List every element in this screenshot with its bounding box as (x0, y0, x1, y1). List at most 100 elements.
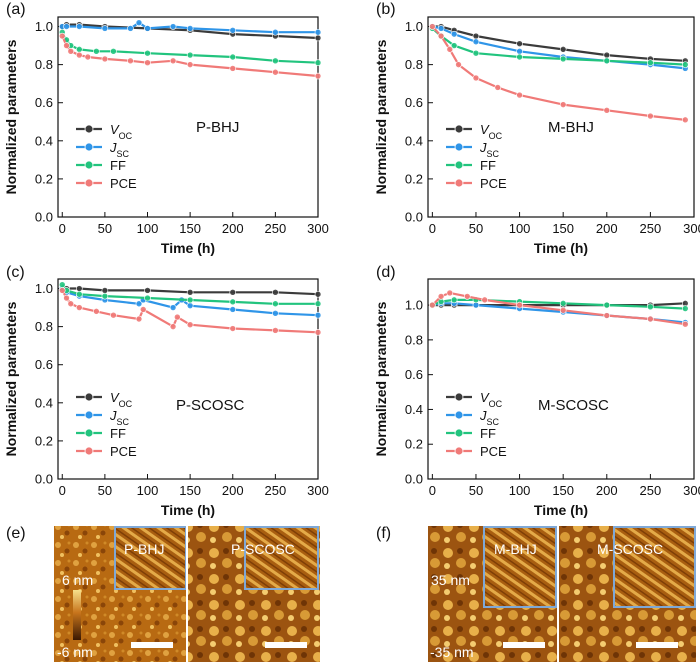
y-tick-label: 0.8 (35, 319, 53, 334)
data-point-pce (58, 32, 66, 40)
data-point-pce (603, 312, 611, 319)
data-point-ff (272, 57, 279, 65)
legend-label-pce: PCE (480, 176, 507, 191)
afm-inset-m-scosc (613, 526, 696, 608)
panel-f: (f) M-BHJ M-SCOSC 35 nm -35 nm (376, 525, 696, 662)
data-point-jsc (272, 28, 279, 36)
data-point-ff (681, 61, 689, 68)
legend-label-voc: VOC (480, 122, 503, 141)
sample-annotation: P-BHJ (196, 119, 239, 136)
data-point-pce (481, 296, 488, 304)
data-point-pce (135, 315, 143, 323)
y-axis-label: Normalized parameters (373, 301, 389, 456)
legend-label-voc: VOC (110, 390, 133, 409)
x-tick-label: 50 (469, 483, 483, 498)
y-axis-label: Normalized parameters (373, 39, 389, 194)
y-tick-label: 0.6 (35, 95, 53, 110)
data-point-voc (314, 290, 322, 298)
panel-label: (d) (376, 264, 396, 281)
data-point-voc (603, 51, 611, 59)
y-tick-label: 1.0 (35, 281, 53, 296)
legend-label-pce: PCE (110, 444, 137, 459)
x-axis-label: Time (h) (534, 240, 588, 256)
legend-marker-jsc (84, 142, 94, 152)
data-point-pce (186, 61, 194, 68)
plot-frame (427, 16, 695, 218)
data-point-pce (314, 329, 322, 336)
data-point-pce (559, 307, 567, 314)
colorbar (73, 590, 81, 640)
data-point-pce (429, 301, 436, 309)
colorbar-min-label: -6 nm (57, 644, 93, 660)
x-tick-label: 200 (596, 483, 618, 498)
data-point-jsc (450, 30, 458, 38)
y-tick-label: 0.4 (35, 133, 53, 148)
scale-bar (265, 642, 307, 648)
legend-marker-voc (454, 124, 464, 134)
x-tick-label: 150 (552, 221, 574, 236)
plot-frame (57, 16, 319, 218)
data-point-pce (437, 32, 445, 40)
data-point-jsc (144, 25, 151, 32)
x-axis-label: Time (h) (161, 240, 215, 256)
colorbar-max-label: 35 nm (431, 572, 470, 588)
data-point-pce (93, 308, 100, 315)
legend-label-jsc: JSC (109, 140, 130, 159)
data-point-voc (516, 40, 523, 47)
panel-a: (a) 0 50 100 150 200 250 300 0.0 0.2 0.4 0.6 0.8 1.0 T… (3, 1, 329, 256)
x-tick-label: 0 (59, 221, 66, 236)
data-point-ff (314, 300, 322, 308)
data-point-ff (186, 51, 194, 59)
data-point-ff (314, 59, 322, 67)
afm-title-p-scosc: P-SCOSC (231, 541, 295, 557)
data-point-ff (229, 53, 237, 61)
legend-marker-pce (454, 178, 464, 188)
afm-inset-p-scosc (244, 526, 319, 590)
afm-inset-p-bhj (114, 526, 187, 590)
data-point-pce (110, 311, 117, 319)
data-point-voc (186, 289, 194, 296)
y-tick-label: 0.8 (35, 57, 53, 72)
data-point-pce (494, 84, 502, 91)
scale-bar (636, 642, 678, 648)
data-point-jsc (314, 28, 322, 36)
plot-frame (427, 278, 695, 480)
data-point-pce (463, 293, 471, 300)
afm-title-m-bhj: M-BHJ (494, 541, 537, 557)
data-point-pce (647, 315, 654, 323)
x-tick-label: 300 (683, 221, 700, 236)
data-point-jsc (101, 25, 109, 32)
data-point-voc (76, 285, 83, 292)
scale-bar (503, 642, 545, 648)
data-point-jsc (169, 304, 177, 311)
x-tick-label: 200 (596, 221, 618, 236)
legend-marker-voc (454, 392, 464, 402)
legend-marker-ff (84, 160, 94, 170)
y-tick-label: 0.6 (405, 95, 423, 110)
y-tick-label: 0.2 (405, 437, 423, 452)
data-point-ff (559, 300, 567, 307)
data-point-pce (681, 116, 689, 124)
y-tick-label: 0.4 (405, 402, 423, 417)
legend-label-jsc: JSC (479, 408, 500, 427)
data-point-voc (314, 34, 322, 42)
scale-bar (131, 642, 173, 648)
y-axis-label: Normalized parameters (3, 301, 19, 456)
data-point-voc (559, 46, 567, 53)
legend-label-ff: FF (480, 426, 496, 441)
x-tick-label: 150 (179, 221, 201, 236)
legend-label-ff: FF (110, 426, 126, 441)
y-axis-label: Normalized parameters (3, 39, 19, 194)
x-tick-label: 200 (222, 221, 244, 236)
data-point-ff (229, 298, 237, 306)
data-point-jsc (186, 25, 194, 32)
data-point-jsc (314, 311, 322, 319)
y-tick-label: 1.0 (405, 19, 423, 34)
y-tick-label: 0.6 (35, 357, 53, 372)
data-point-ff (681, 305, 689, 312)
legend-marker-voc (84, 392, 94, 402)
x-tick-label: 0 (59, 483, 66, 498)
y-tick-label: 0.0 (35, 472, 53, 487)
data-point-jsc (229, 27, 237, 34)
x-tick-label: 300 (307, 221, 329, 236)
